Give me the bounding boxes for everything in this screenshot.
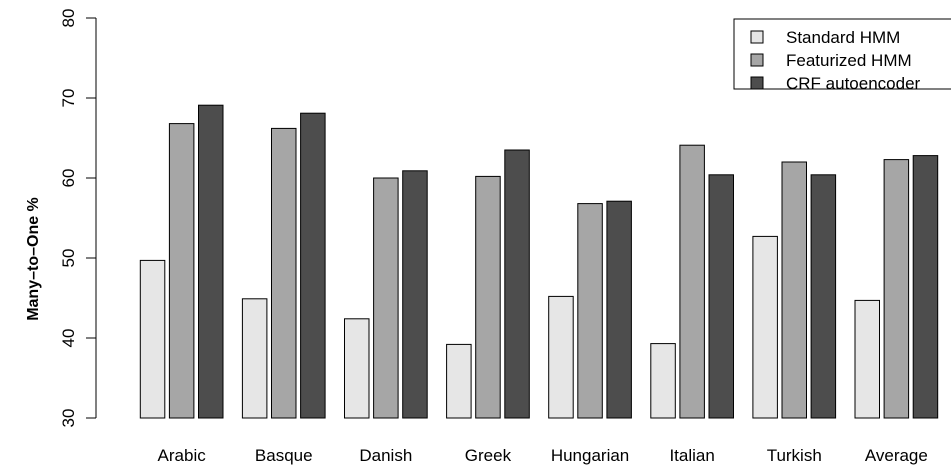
bar	[344, 318, 370, 419]
legend: Standard HMM Featurized HMM CRF autoencode…	[733, 18, 951, 93]
legend-label: Featurized HMM	[786, 51, 912, 70]
y-tick-label: 30	[59, 409, 78, 428]
bar	[139, 259, 166, 419]
y-axis: 30 40 50 60 70 80	[59, 9, 97, 428]
x-tick-label: Basque	[255, 446, 313, 465]
bar	[198, 104, 224, 419]
x-tick-label: Hungarian	[551, 446, 629, 465]
y-tick-label: 40	[59, 329, 78, 348]
x-axis-labels: Arabic Basque Danish Greek Hungarian Italian T…	[158, 446, 928, 465]
bar	[271, 127, 297, 419]
bar	[577, 203, 603, 419]
bar	[781, 161, 807, 419]
bar	[504, 149, 530, 419]
bar	[373, 177, 399, 419]
bar	[300, 112, 326, 419]
legend-label: CRF autoencoder	[786, 74, 921, 93]
legend-swatch	[750, 53, 764, 67]
bar	[708, 174, 734, 419]
x-tick-label: Arabic	[158, 446, 207, 465]
x-tick-label: Danish	[359, 446, 412, 465]
legend-swatch	[750, 30, 764, 44]
bar	[548, 295, 574, 419]
bar	[679, 144, 705, 419]
legend-box	[733, 18, 951, 90]
bar	[606, 200, 632, 419]
bar	[241, 298, 268, 419]
y-tick-label: 70	[59, 89, 78, 108]
bar	[854, 299, 880, 419]
bars	[139, 104, 939, 419]
bar	[752, 235, 778, 419]
legend-swatch	[750, 76, 764, 90]
legend-label: Standard HMM	[786, 28, 900, 47]
y-tick-label: 50	[59, 249, 78, 268]
bar	[446, 343, 472, 419]
bar	[168, 123, 195, 419]
bar	[810, 174, 837, 419]
bar	[475, 175, 501, 419]
y-tick-label: 60	[59, 169, 78, 188]
bar	[650, 343, 676, 419]
x-tick-label: Average	[865, 446, 928, 465]
x-tick-label: Turkish	[767, 446, 822, 465]
x-tick-label: Italian	[669, 446, 714, 465]
bar	[883, 159, 910, 419]
x-tick-label: Greek	[465, 446, 512, 465]
y-tick-label: 80	[59, 9, 78, 28]
bar	[402, 170, 428, 419]
y-axis-label: Many–to–One %	[25, 197, 42, 321]
bar	[912, 155, 939, 419]
